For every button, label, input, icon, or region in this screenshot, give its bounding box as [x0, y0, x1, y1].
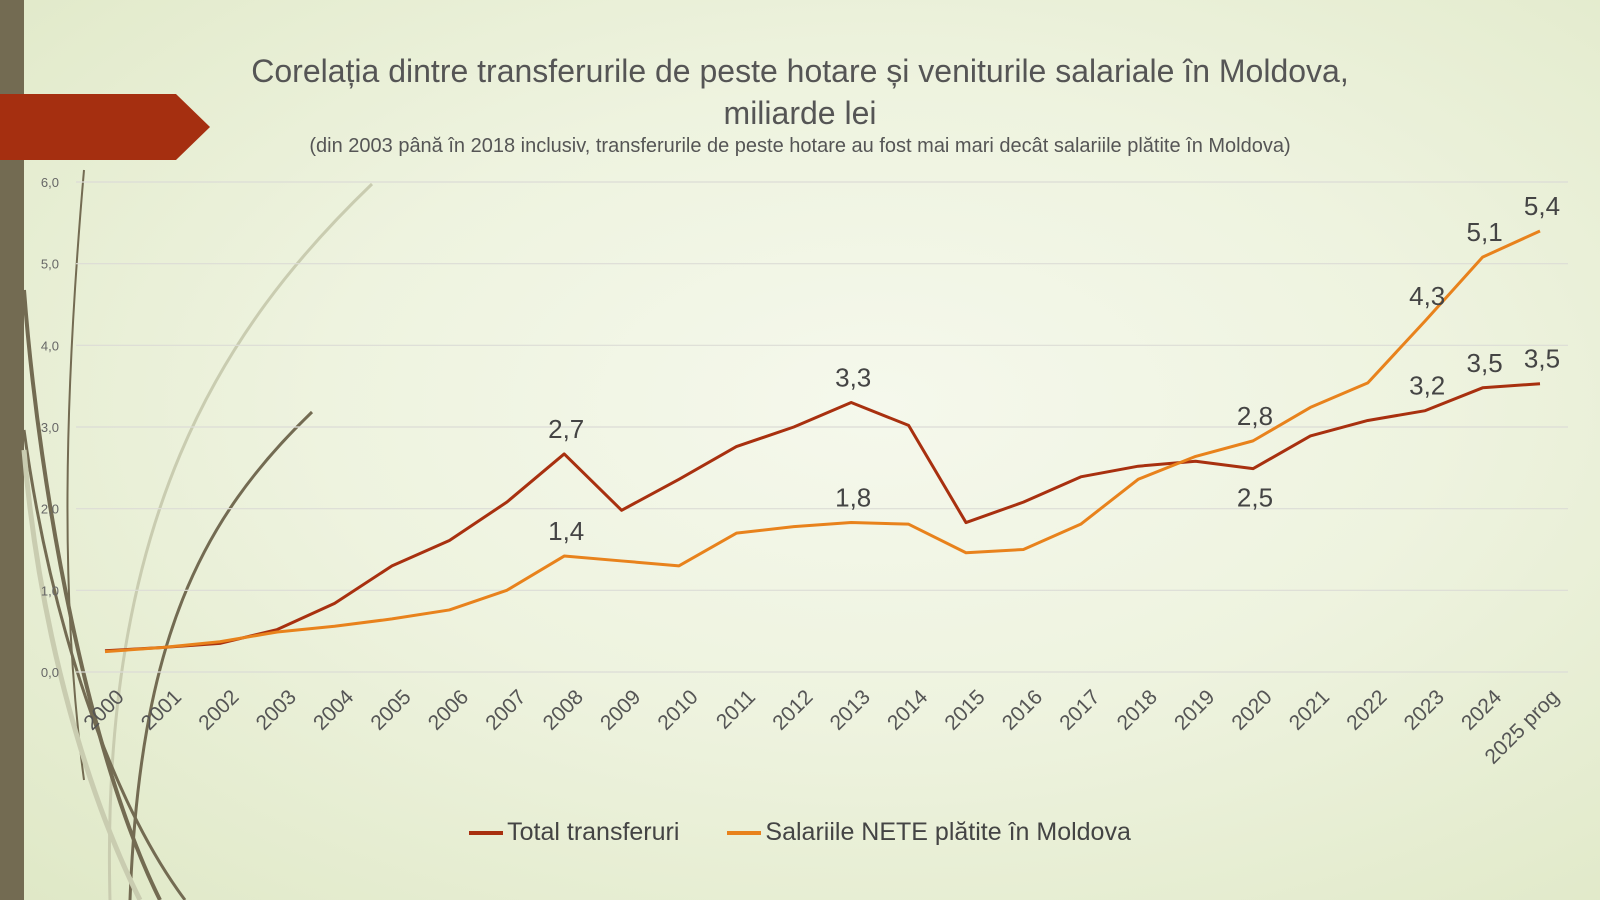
x-tick-label: 2019 — [1170, 685, 1219, 734]
legend-item-salaries[interactable]: Salariile NETE plătite în Moldova — [727, 818, 1131, 847]
x-tick-label: 2022 — [1342, 685, 1391, 734]
x-tick-label: 2010 — [653, 685, 702, 734]
x-tick-label: 2008 — [539, 685, 588, 734]
x-tick-label: 2023 — [1400, 685, 1449, 734]
data-label: 5,4 — [1524, 191, 1560, 221]
data-label: 4,3 — [1409, 281, 1445, 311]
x-tick-label: 2009 — [596, 685, 645, 734]
y-tick-label: 2,0 — [41, 502, 59, 517]
data-label: 2,8 — [1237, 401, 1273, 431]
y-tick-label: 0,0 — [41, 665, 59, 680]
data-label: 3,5 — [1524, 344, 1560, 374]
y-tick-label: 4,0 — [41, 338, 59, 353]
data-label: 3,5 — [1467, 348, 1503, 378]
x-tick-label: 2007 — [481, 685, 530, 734]
decorative-curves — [21, 169, 374, 900]
x-tick-label: 2013 — [826, 685, 875, 734]
chart-subtitle: (din 2003 până în 2018 inclusiv, transfe… — [309, 135, 1291, 157]
data-label: 1,8 — [835, 483, 871, 513]
x-tick-label: 2004 — [309, 685, 359, 735]
x-tick-label: 2016 — [998, 685, 1047, 734]
x-tick-label: 2017 — [1055, 685, 1104, 734]
y-tick-label: 3,0 — [41, 420, 59, 435]
x-tick-label: 2005 — [366, 685, 415, 734]
y-tick-label: 6,0 — [41, 175, 59, 190]
data-label: 3,2 — [1409, 371, 1445, 401]
x-tick-label: 2020 — [1227, 685, 1276, 734]
x-tick-label: 2018 — [1113, 685, 1162, 734]
series-line-salaries — [104, 229, 1541, 654]
title-banner-arrow — [0, 94, 210, 160]
x-tick-label: 2003 — [252, 685, 301, 734]
chart-legend: Total transferuri Salariile NETE plătite… — [0, 818, 1600, 847]
series-line-total — [104, 382, 1541, 653]
y-tick-label: 5,0 — [41, 257, 59, 272]
data-label: 5,1 — [1467, 217, 1503, 247]
x-tick-label: 2021 — [1285, 685, 1334, 734]
data-label: 2,5 — [1237, 483, 1273, 513]
x-tick-label: 2001 — [137, 685, 186, 734]
legend-swatch-total — [469, 830, 504, 835]
x-tick-label: 2011 — [712, 685, 760, 733]
x-tick-label: 2002 — [194, 685, 243, 734]
chart-title: Corelația dintre transferurile de peste … — [251, 53, 1349, 131]
legend-label: Total transferuri — [507, 818, 680, 846]
x-tick-label: 2015 — [940, 685, 989, 734]
data-label: 2,7 — [548, 414, 584, 444]
x-tick-label: 2024 — [1457, 685, 1507, 735]
x-tick-label: 2012 — [768, 685, 817, 734]
x-tick-label: 2014 — [883, 685, 933, 735]
legend-swatch-salaries — [727, 830, 762, 835]
legend-item-total[interactable]: Total transferuri — [469, 818, 679, 847]
legend-label: Salariile NETE plătite în Moldova — [765, 818, 1131, 846]
y-tick-label: 1,0 — [41, 583, 59, 598]
x-tick-label: 2006 — [424, 685, 473, 734]
data-label: 3,3 — [835, 363, 871, 393]
data-label: 1,4 — [548, 516, 584, 546]
